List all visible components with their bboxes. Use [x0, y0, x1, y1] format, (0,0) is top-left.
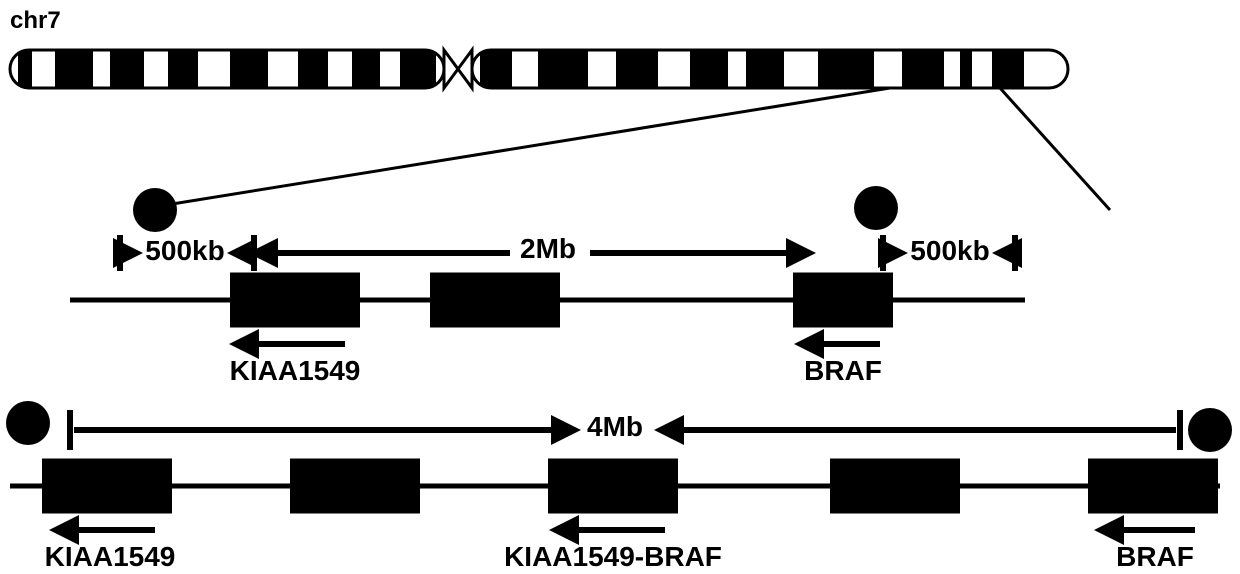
probe-dot-1: [854, 186, 898, 230]
gene-box-BRAF: [1088, 459, 1218, 514]
normal-locus-track: 500kb 500kb 2Mb KIAA1549 BRAF: [70, 186, 1025, 386]
gene-label-BRAF: BRAF: [804, 355, 882, 386]
gene-box-unnamed: [430, 273, 560, 328]
gene-box-KIAA1549: [42, 459, 172, 514]
gene-box-KIAA1549-BRAF: [548, 459, 678, 514]
gene-box-KIAA1549: [230, 273, 360, 328]
gene-box-gap1: [290, 459, 420, 514]
mid-distance-label: 2Mb: [520, 233, 576, 264]
gene-label-KIAA1549-BRAF: KIAA1549-BRAF: [504, 541, 722, 572]
probe-dot-fusion-0: [6, 401, 50, 445]
gene-box-BRAF: [793, 273, 893, 328]
probe-dot-fusion-1: [1188, 408, 1232, 452]
gene-label-KIAA1549: KIAA1549: [230, 355, 361, 386]
probe-dot-0: [133, 188, 177, 232]
fusion-locus-track: 4Mb KIAA1549 KIAA1549-BRAF BRAF: [6, 401, 1232, 572]
zoom-connector-right: [1000, 88, 1110, 210]
gene-label-BRAF: BRAF: [1116, 541, 1194, 572]
q-arm-bands: [480, 50, 1024, 88]
bracket-label-1: 500kb: [910, 235, 989, 266]
zoom-connector-left: [135, 88, 890, 210]
fusion-distance-label: 4Mb: [587, 411, 643, 442]
chromosome-label: chr7: [10, 7, 61, 34]
bracket-label-0: 500kb: [145, 235, 224, 266]
gene-box-gap2: [830, 459, 960, 514]
chromosome-ideogram: chr7: [10, 7, 1110, 210]
gene-label-KIAA1549: KIAA1549: [45, 541, 176, 572]
